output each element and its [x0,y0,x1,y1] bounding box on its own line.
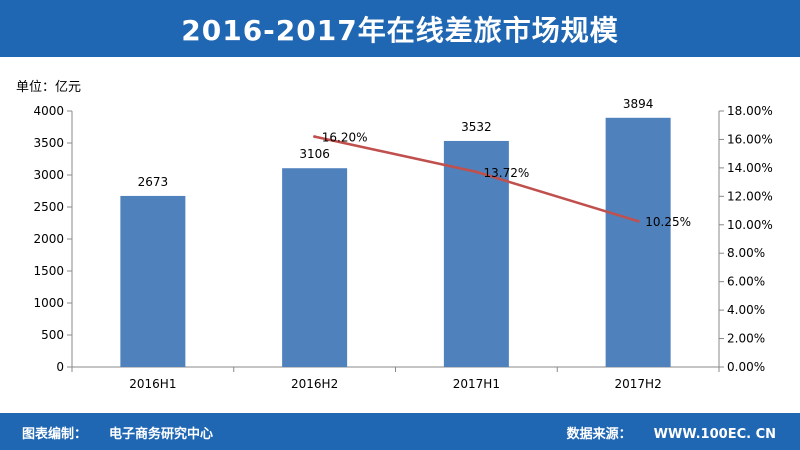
chart-area: 单位：亿元 0 500 1000 1500 2000 2500 3000 3500 4000 0… [0,57,800,413]
chart-svg: 单位：亿元 0 500 1000 1500 2000 2500 3000 3500 4000 0… [16,80,773,391]
y-tick-label: 1000 [33,296,64,310]
y2-tick-label: 12.00% [727,189,773,203]
y-axis: 0 500 1000 1500 2000 2500 3000 3500 4000 [33,104,72,374]
bar-value-label: 3106 [299,147,330,161]
y2-axis: 0.00% 2.00% 4.00% 6.00% 8.00% 10.00% 12.00% 14.… [719,104,773,374]
chart-title: 2016-2017年在线差旅市场规模 [181,13,619,47]
y-tick-label: 3000 [33,168,64,182]
x-tick-label: 2017H1 [453,377,500,391]
y2-tick-label: 4.00% [727,303,765,317]
y2-tick-label: 6.00% [727,275,765,289]
y2-tick-label: 2.00% [727,332,765,346]
bar-value-label: 3894 [623,97,654,111]
compiler-name: 电子商务研究中心 [109,427,214,442]
bar-value-label: 3532 [461,120,492,134]
source-name: WWW.100EC. CN [653,427,776,442]
y2-tick-label: 16.00% [727,132,773,146]
line-labels: 16.20% 13.72% 10.25% [322,131,691,230]
footer-left: 图表编制： 电子商务研究中心 [22,423,213,442]
x-tick-label: 2016H1 [129,377,176,391]
y-tick-label: 2500 [33,200,64,214]
line-series [313,135,640,223]
bar-labels: 2673 3106 3532 3894 [138,97,654,189]
y2-tick-label: 0.00% [727,360,765,374]
bar [120,195,186,367]
bar-series [120,117,671,367]
title-bar: 2016-2017年在线差旅市场规模 [0,0,800,57]
y2-tick-label: 14.00% [727,161,773,175]
line-point [636,219,640,223]
y-tick-label: 4000 [33,104,64,118]
bar-value-label: 2673 [138,175,169,189]
footer-right: 数据来源： WWW.100EC. CN [567,423,776,442]
bar [605,117,671,367]
y-tick-label: 1500 [33,264,64,278]
line-value-label: 13.72% [483,166,529,180]
line-value-label: 16.20% [322,131,368,145]
y2-tick-label: 18.00% [727,104,773,118]
line-point [313,135,317,139]
unit-label: 单位：亿元 [16,80,81,95]
footer-bar: 图表编制： 电子商务研究中心 数据来源： WWW.100EC. CN [0,413,800,450]
y-tick-label: 3500 [33,136,64,150]
x-tick-label: 2016H2 [291,377,338,391]
line-value-label: 10.25% [645,215,691,229]
source-label: 数据来源： [566,427,632,442]
x-axis-labels: 2016H1 2016H2 2017H1 2017H2 [129,377,661,391]
bar [282,168,348,367]
y-tick-label: 500 [41,328,64,342]
compiler-label: 图表编制： [22,427,88,442]
y2-tick-label: 10.00% [727,218,773,232]
line-point [474,170,478,174]
y-tick-label: 0 [56,360,64,374]
x-tick-label: 2017H2 [615,377,662,391]
y-tick-label: 2000 [33,232,64,246]
y2-tick-label: 8.00% [727,246,765,260]
